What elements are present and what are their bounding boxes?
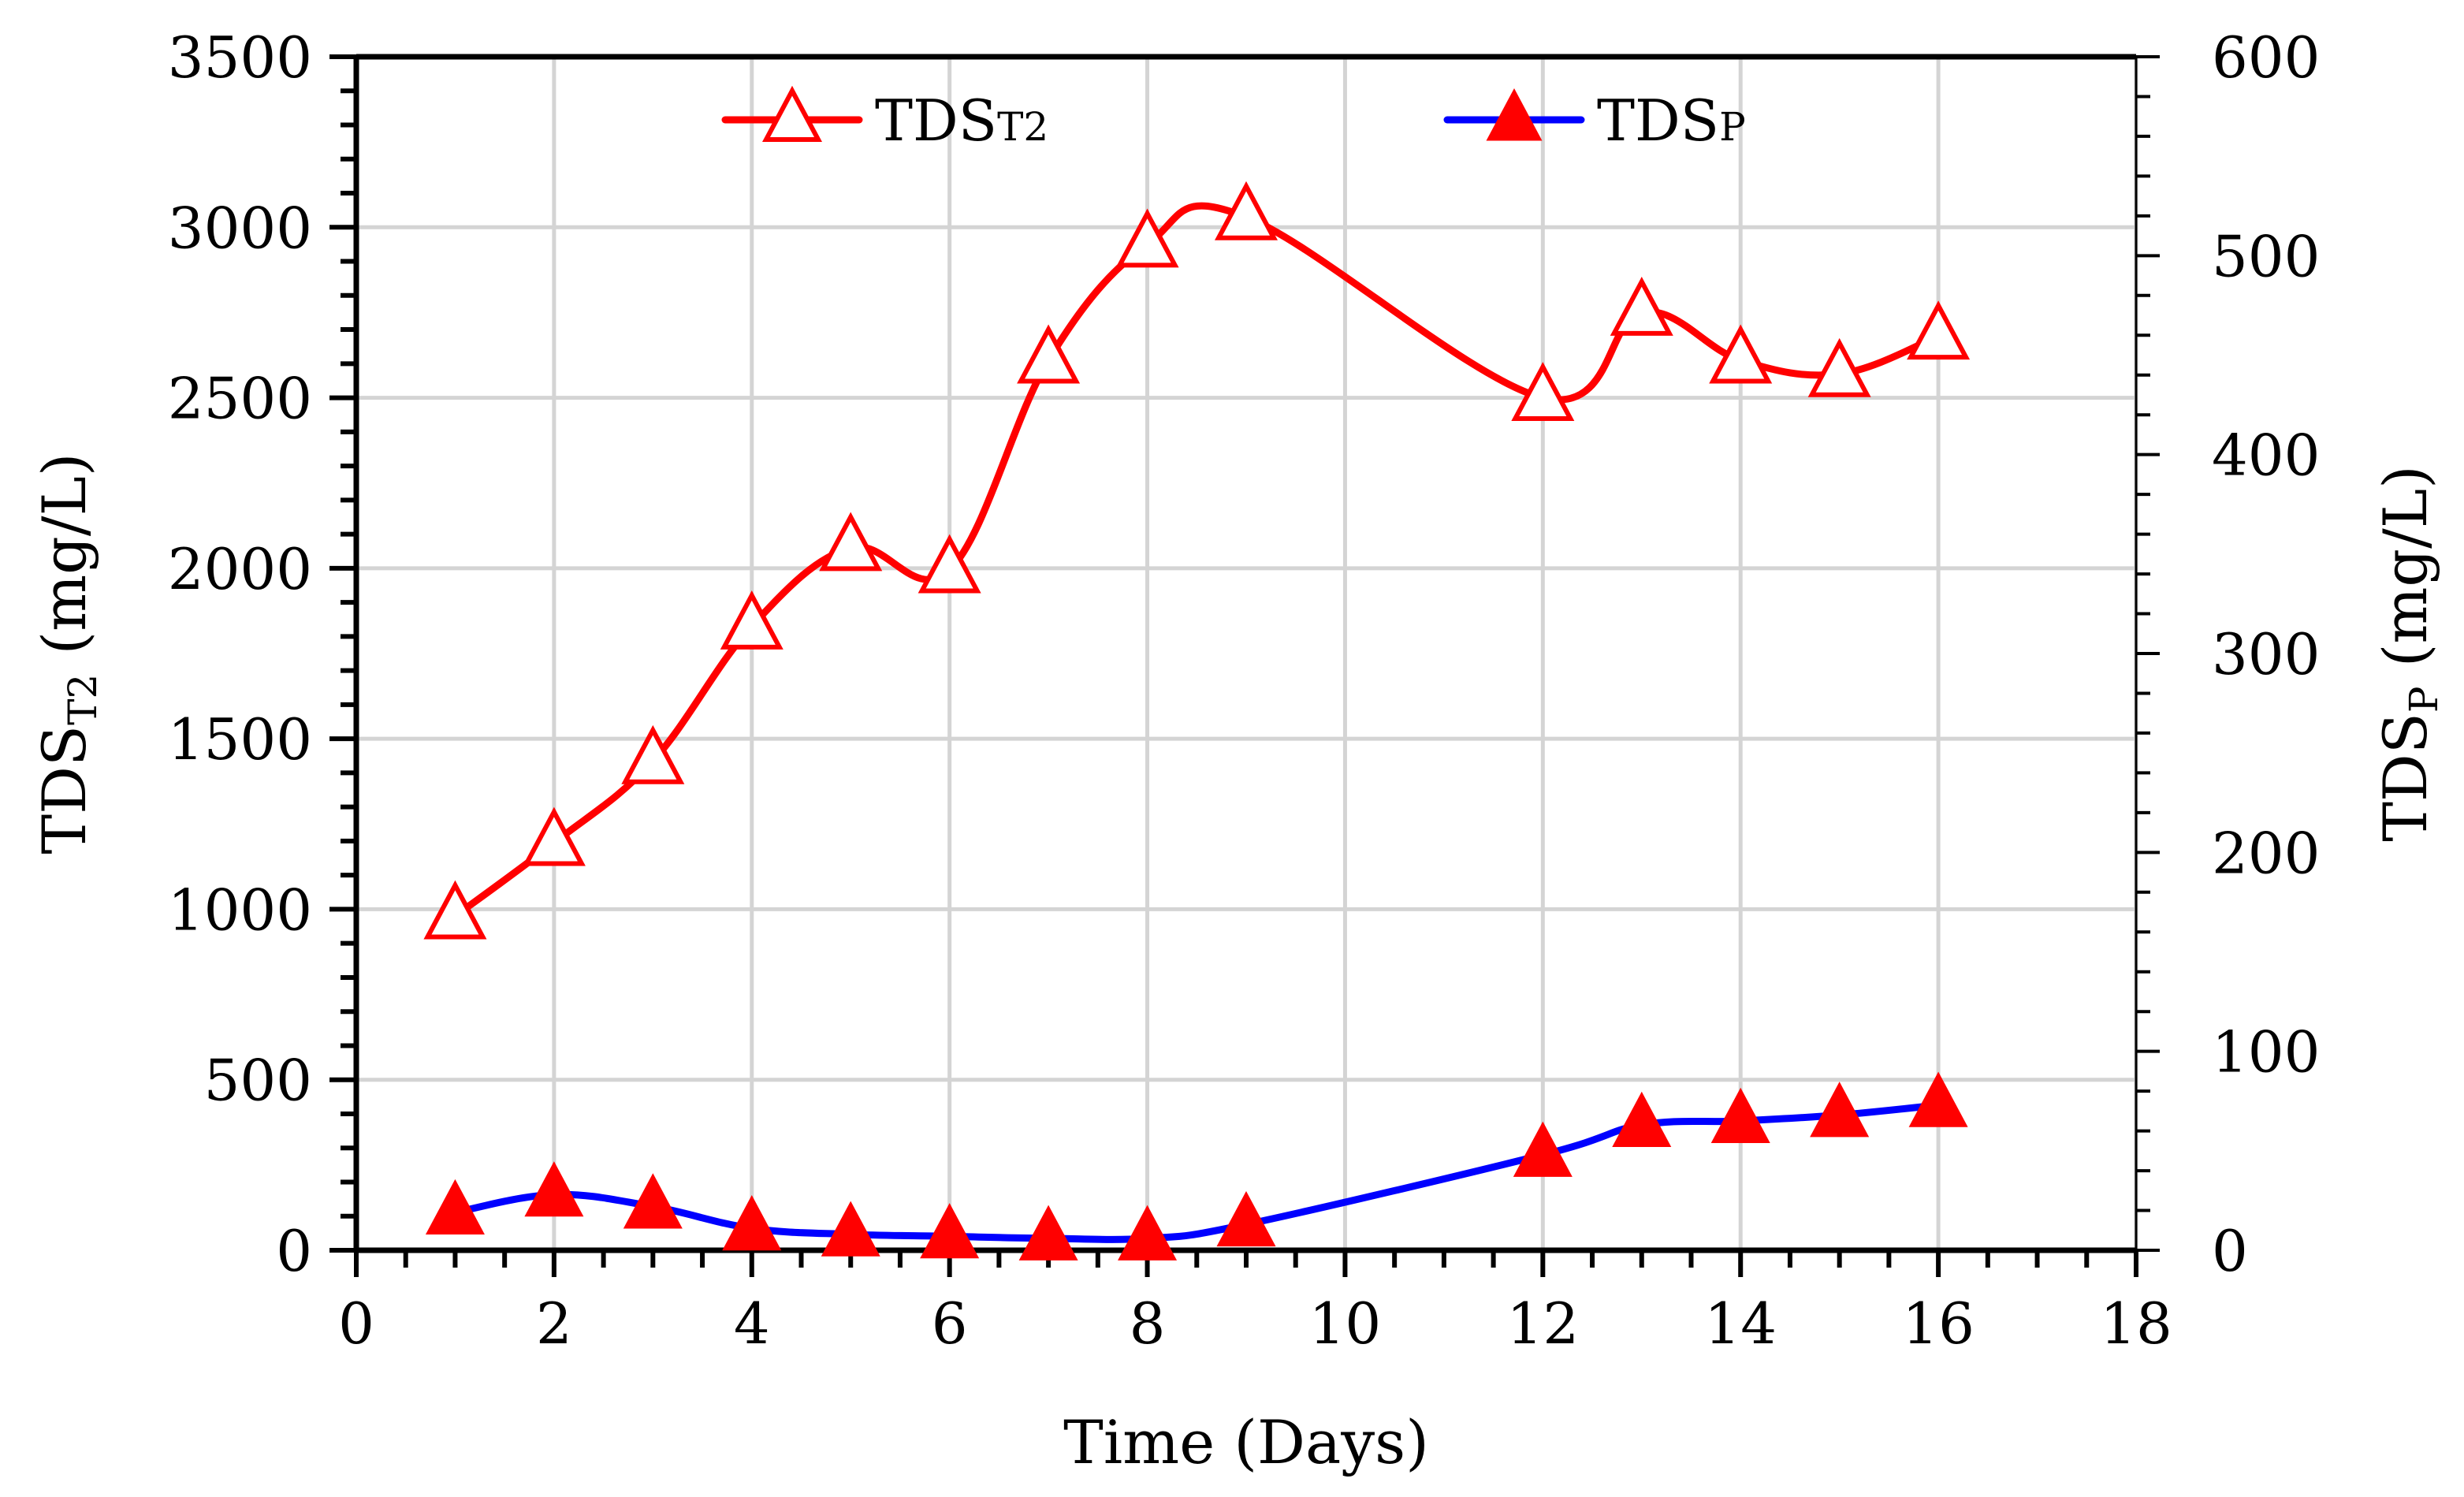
series-1-point xyxy=(1807,337,1871,397)
series-1-point xyxy=(1709,324,1773,384)
series-2-point xyxy=(920,1203,980,1259)
series-2-point xyxy=(524,1161,584,1217)
y-left-tick-label: 0 xyxy=(276,1218,312,1284)
legend-item-2: TDSP xyxy=(1443,88,1746,154)
series-2-point xyxy=(821,1201,880,1257)
series-2-line xyxy=(451,1101,1942,1243)
right-y-axis-title-main: TDS xyxy=(2370,713,2440,842)
series-1-point xyxy=(1511,362,1575,422)
right-y-axis-title: TDSP (mg/L) xyxy=(2370,465,2447,842)
y-left-tick-label: 500 xyxy=(204,1048,312,1114)
y-left-tick-label: 1000 xyxy=(168,877,312,943)
series-2-point xyxy=(1513,1121,1573,1177)
legend-item-1: TDST2 xyxy=(721,85,1048,154)
series-2 xyxy=(425,1071,1968,1261)
legend-marker xyxy=(761,85,823,142)
series-2-point xyxy=(1216,1190,1276,1247)
y-left-tick-label: 2000 xyxy=(168,536,312,602)
series-2-point xyxy=(1018,1205,1078,1261)
series-1-point xyxy=(1907,300,1971,360)
y-left-tick-label: 3500 xyxy=(168,24,312,91)
series-1 xyxy=(423,181,1971,940)
legend-label-sub: P xyxy=(1719,104,1746,150)
series-1-point xyxy=(621,724,685,784)
series-1-point xyxy=(917,534,981,594)
y-right-tick-label: 0 xyxy=(2212,1218,2248,1284)
series-1-point xyxy=(1610,277,1673,336)
legend-label-main: TDS xyxy=(1597,88,1719,154)
legend: TDST2 TDSP xyxy=(721,85,1746,154)
y-right-tick-label: 100 xyxy=(2212,1019,2320,1086)
y-left-tick-label: 1500 xyxy=(168,706,312,773)
x-tick-label: 12 xyxy=(1507,1290,1580,1357)
series-2-point xyxy=(623,1173,683,1229)
series-1-point xyxy=(819,512,883,572)
series-1-point xyxy=(522,806,586,866)
y-right-tick-label: 500 xyxy=(2212,223,2320,289)
legend-marker xyxy=(1486,88,1543,141)
right-y-axis-title-unit: (mg/L) xyxy=(2370,465,2440,686)
left-y-axis-title-sub: T2 xyxy=(60,674,106,725)
y-left-tick-label: 2500 xyxy=(168,366,312,432)
right-y-axis-title-sub: P xyxy=(2401,686,2447,713)
x-tick-label: 10 xyxy=(1309,1290,1382,1357)
left-y-axis-title-main: TDS xyxy=(29,725,99,855)
y-left-tick-label: 3000 xyxy=(168,195,312,261)
y-right-tick-label: 400 xyxy=(2212,423,2320,489)
series-2-point xyxy=(1810,1082,1870,1138)
series-2-point xyxy=(1118,1205,1178,1261)
series-2-point xyxy=(425,1179,485,1235)
left-y-axis-title-unit: (mg/L) xyxy=(29,452,99,673)
x-tick-label: 4 xyxy=(734,1290,770,1357)
legend-label: TDST2 xyxy=(875,88,1048,154)
x-axis-title: Time (Days) xyxy=(1063,1407,1429,1477)
series-1-point xyxy=(720,590,783,650)
left-y-axis-title: TDST2 (mg/L) xyxy=(29,452,106,854)
series-1-line xyxy=(451,202,1942,920)
series-2-point xyxy=(722,1194,782,1251)
series-layer xyxy=(423,181,1971,1261)
series-1-point xyxy=(1214,181,1279,240)
x-tick-label: 16 xyxy=(1902,1290,1975,1357)
series-1-point xyxy=(1115,208,1179,268)
legend-label-main: TDS xyxy=(875,88,997,154)
legend-label: TDSP xyxy=(1597,88,1746,154)
series-2-point xyxy=(1908,1071,1968,1127)
y-right-tick-label: 300 xyxy=(2212,621,2320,687)
x-tick-label: 14 xyxy=(1704,1290,1777,1357)
legend-label-sub: T2 xyxy=(997,104,1048,150)
series-1-point xyxy=(423,880,487,940)
y-right-tick-label: 200 xyxy=(2212,820,2320,886)
series-2-point xyxy=(1710,1087,1770,1143)
x-tick-label: 2 xyxy=(536,1290,572,1357)
y-right-tick-label: 600 xyxy=(2212,24,2320,91)
series-1-point xyxy=(1017,324,1081,384)
x-tick-label: 0 xyxy=(338,1290,374,1357)
axes: 0 2 4 6 8 10 12 14 16 180500100015002000250030003… xyxy=(168,24,2321,1357)
x-tick-label: 8 xyxy=(1130,1290,1166,1357)
x-tick-label: 6 xyxy=(932,1290,968,1357)
x-tick-label: 18 xyxy=(2100,1290,2172,1357)
series-2-point xyxy=(1612,1091,1672,1147)
